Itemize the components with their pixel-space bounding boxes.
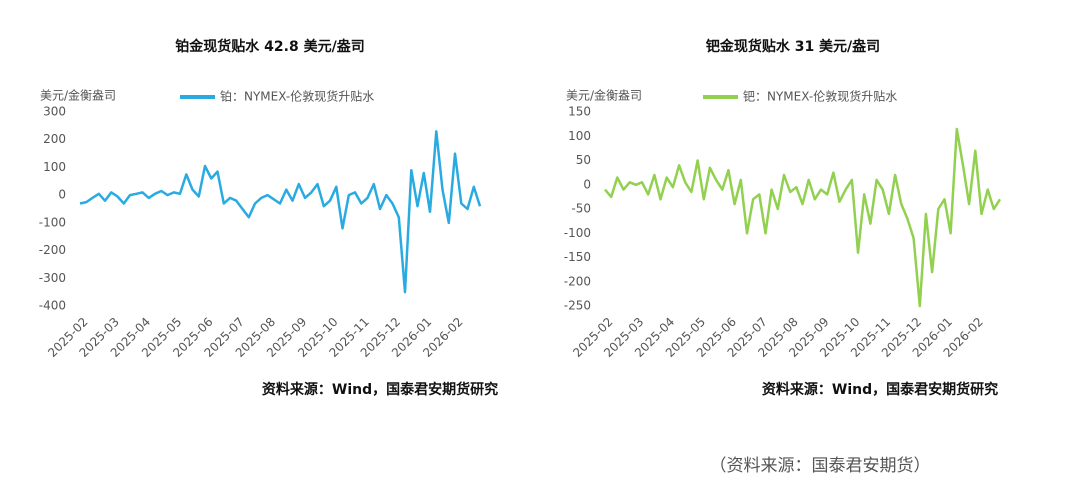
legend-label: 钯：NYMEX-伦敦现货升贴水: [743, 89, 897, 104]
y-tick-label: 100: [568, 129, 591, 143]
y-tick-label: 0: [58, 188, 66, 202]
y-tick-label: 200: [43, 132, 66, 146]
y-tick-label: 0: [583, 177, 591, 191]
y-tick-label: -100: [564, 226, 591, 240]
source: 资料来源：Wind，国泰君安期货研究: [262, 381, 498, 398]
series-line: [79, 130, 482, 294]
y-tick-label: -100: [39, 215, 66, 229]
y-tick-label: -250: [564, 299, 591, 313]
chart-title: 钯金现货贴水 31 美元/盎司: [705, 38, 880, 55]
y-tick-label: -150: [564, 250, 591, 264]
legend-label: 铂：NYMEX-伦敦现货升贴水: [220, 89, 374, 104]
y-tick-label: 50: [576, 153, 591, 167]
y-tick-label: 100: [43, 160, 66, 174]
y-tick-label: -200: [39, 243, 66, 257]
series-line: [604, 127, 1002, 308]
y-tick-label: -50: [571, 202, 591, 216]
y-tick-label: -300: [39, 271, 66, 285]
source: 资料来源：Wind，国泰君安期货研究: [762, 381, 998, 398]
y-axis-label: 美元/金衡盎司: [40, 88, 116, 103]
y-tick-label: 150: [568, 105, 591, 119]
y-tick-label: 300: [43, 105, 66, 119]
y-axis-label: 美元/金衡盎司: [566, 88, 642, 103]
y-tick-label: -200: [564, 274, 591, 288]
y-tick-label: -400: [39, 299, 66, 313]
chart-title: 铂金现货贴水 42.8 美元/盎司: [175, 38, 364, 55]
footer: （资料来源：国泰君安期货）: [710, 456, 931, 476]
